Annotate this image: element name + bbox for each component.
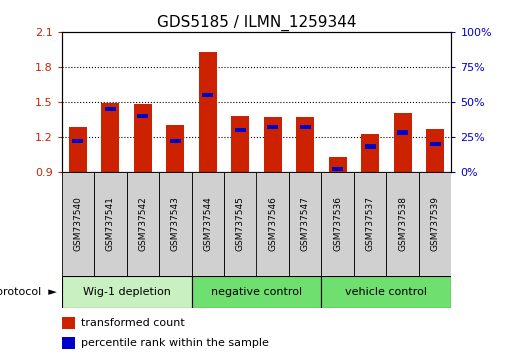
Text: GSM737542: GSM737542 (139, 196, 147, 251)
Text: protocol  ►: protocol ► (0, 287, 56, 297)
Bar (137, 114, 148, 118)
Text: GSM737543: GSM737543 (171, 196, 180, 251)
Bar (94, 172, 127, 276)
Bar (429, 142, 441, 146)
Bar (354, 172, 386, 276)
Bar (191, 276, 322, 308)
Bar (394, 113, 411, 172)
Bar (170, 139, 181, 143)
Bar (419, 172, 451, 276)
Bar (361, 135, 379, 172)
Bar (386, 172, 419, 276)
Bar (297, 117, 314, 172)
Bar (234, 128, 246, 132)
Text: GSM737540: GSM737540 (73, 196, 82, 251)
Text: GSM737544: GSM737544 (203, 196, 212, 251)
Bar (72, 139, 84, 143)
Bar (289, 172, 322, 276)
Bar (127, 172, 159, 276)
Bar (231, 116, 249, 172)
Bar (267, 125, 279, 129)
Bar (256, 172, 289, 276)
Text: GSM737538: GSM737538 (398, 196, 407, 251)
Text: GSM737546: GSM737546 (268, 196, 277, 251)
Text: GSM737545: GSM737545 (236, 196, 245, 251)
Text: GSM737536: GSM737536 (333, 196, 342, 251)
Text: GSM737539: GSM737539 (431, 196, 440, 251)
Bar (264, 117, 282, 172)
Bar (159, 172, 191, 276)
Bar (62, 337, 75, 349)
Text: GSM737541: GSM737541 (106, 196, 115, 251)
Bar (199, 52, 216, 172)
Bar (191, 172, 224, 276)
Bar (365, 144, 376, 149)
Bar (134, 104, 152, 172)
Bar (62, 318, 75, 329)
Bar (202, 93, 213, 97)
Text: Wig-1 depletion: Wig-1 depletion (83, 287, 170, 297)
Bar (105, 107, 116, 111)
Bar (166, 125, 184, 172)
Bar (300, 125, 311, 129)
Text: GSM737537: GSM737537 (366, 196, 374, 251)
Text: negative control: negative control (211, 287, 302, 297)
Bar (397, 130, 408, 135)
Bar (62, 276, 191, 308)
Bar (224, 172, 256, 276)
Bar (62, 172, 94, 276)
Text: GSM737547: GSM737547 (301, 196, 310, 251)
Bar (102, 103, 119, 172)
Text: percentile rank within the sample: percentile rank within the sample (81, 338, 269, 348)
Bar (322, 276, 451, 308)
Bar (69, 127, 87, 172)
Bar (426, 129, 444, 172)
Title: GDS5185 / ILMN_1259344: GDS5185 / ILMN_1259344 (157, 14, 356, 30)
Bar (322, 172, 354, 276)
Bar (332, 167, 343, 171)
Bar (329, 156, 347, 172)
Text: transformed count: transformed count (81, 318, 185, 329)
Text: vehicle control: vehicle control (345, 287, 427, 297)
